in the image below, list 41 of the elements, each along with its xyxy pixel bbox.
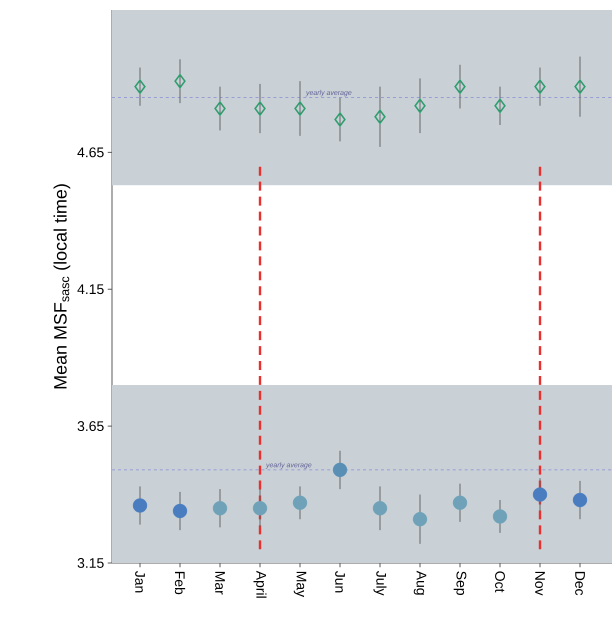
x-tick-label: Sep [454, 571, 466, 595]
y-tick-label: 4.15 [77, 284, 104, 294]
point [332, 462, 348, 478]
point [174, 74, 186, 88]
x-tick-label: Oct [495, 571, 505, 592]
point [494, 98, 506, 114]
y-axis-title: Mean MSF$_{sasc}$ (local time) [54, 184, 70, 388]
point [534, 79, 546, 94]
x-tick-label: Jan [135, 570, 145, 592]
point [214, 101, 226, 116]
point [454, 79, 466, 94]
y-tick-label: 4.65 [77, 147, 104, 158]
point [292, 496, 308, 510]
point [134, 79, 146, 94]
x-tick-label: Feb [174, 572, 186, 594]
x-tick-label: July [374, 570, 387, 596]
point [172, 504, 188, 518]
point [532, 487, 548, 502]
x-tick-label: Mar [215, 572, 225, 595]
point [132, 498, 148, 513]
y-tick-label: 3.15 [78, 558, 104, 568]
point [374, 109, 386, 124]
x-tick-label: May [294, 572, 306, 598]
point [572, 492, 588, 508]
point [252, 501, 268, 516]
x-tick-label: Aug [414, 570, 426, 595]
x-tick-label: Dec [575, 572, 585, 596]
x-tick-label: Jun [335, 570, 345, 592]
point [294, 101, 306, 116]
point [414, 98, 426, 114]
y-tick-label: 3.65 [78, 421, 104, 432]
point [452, 496, 468, 510]
point [254, 101, 266, 116]
point [212, 501, 228, 516]
point [372, 501, 388, 516]
x-tick-label: April [254, 570, 267, 598]
point [574, 79, 586, 94]
point [334, 112, 346, 127]
point [412, 512, 428, 526]
point [492, 509, 508, 524]
x-tick-label: Nov [535, 572, 545, 596]
